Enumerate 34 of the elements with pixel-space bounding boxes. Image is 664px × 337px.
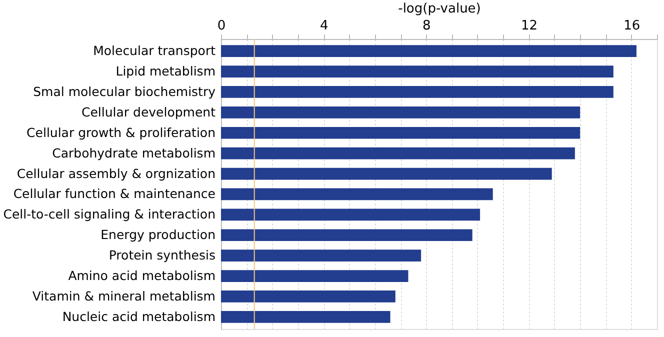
bar: [221, 229, 472, 242]
bar: [221, 188, 493, 200]
x-tick-label: 8: [422, 18, 431, 34]
bar: [221, 45, 636, 57]
y-tick-label: Cellular function & maintenance: [13, 186, 216, 202]
x-tick-label: 16: [624, 18, 640, 34]
bar: [221, 106, 580, 118]
bar: [221, 311, 390, 323]
bar: [221, 86, 614, 98]
x-tick-label: 0: [217, 18, 226, 34]
x-tick-label: 12: [520, 18, 538, 34]
bar: [221, 270, 408, 282]
y-tick-label: Vitamin & mineral metablism: [32, 288, 216, 304]
bar: [221, 66, 614, 78]
y-tick-label: Carbohydrate metabolism: [52, 145, 216, 160]
bar: [221, 147, 575, 160]
y-tick-label: Amino acid metabolism: [68, 268, 216, 284]
y-tick-label: Protein synthesis: [108, 248, 216, 263]
bar: [221, 290, 396, 302]
bar: [221, 208, 480, 221]
y-tick-label: Lipid metablism: [116, 64, 216, 79]
bar: [221, 168, 552, 180]
y-tick-label: Nucleic acid metabolism: [62, 308, 216, 324]
y-tick-label: Energy production: [100, 227, 216, 242]
y-tick-label: Cellular growth & proliferation: [26, 124, 216, 140]
y-tick-label: Cell-to-cell signaling & interaction: [3, 206, 216, 222]
x-tick-label: 4: [320, 18, 328, 34]
y-tick-label: Smal molecular biochemistry: [33, 84, 216, 99]
x-axis-title: -log(p-value): [398, 2, 481, 16]
y-tick-label: Molecular transport: [93, 43, 216, 58]
y-tick-label: Cellular development: [82, 104, 216, 120]
bar: [221, 250, 422, 262]
y-tick-label: Cellular assembly & orgnization: [16, 166, 216, 181]
bar: [221, 126, 580, 139]
